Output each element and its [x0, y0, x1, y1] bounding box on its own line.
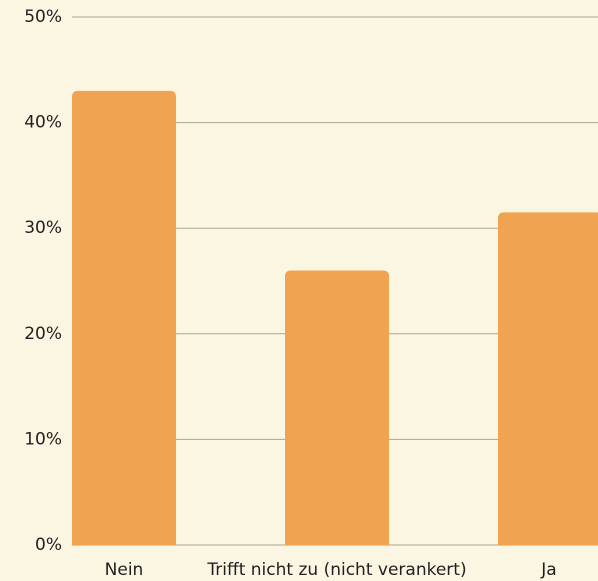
y-tick-label: 20% [24, 324, 62, 344]
x-tick-label: Trifft nicht zu (nicht verankert) [206, 560, 466, 580]
x-tick-label: Nein [105, 560, 144, 580]
y-tick-label: 50% [24, 7, 62, 27]
bar [285, 270, 389, 545]
bar [498, 212, 598, 545]
y-tick-label: 40% [24, 113, 62, 133]
y-tick-label: 30% [24, 218, 62, 238]
x-tick-label: Ja [540, 560, 556, 580]
bar [72, 90, 176, 546]
y-tick-label: 0% [35, 535, 62, 555]
y-tick-label: 10% [24, 429, 62, 449]
